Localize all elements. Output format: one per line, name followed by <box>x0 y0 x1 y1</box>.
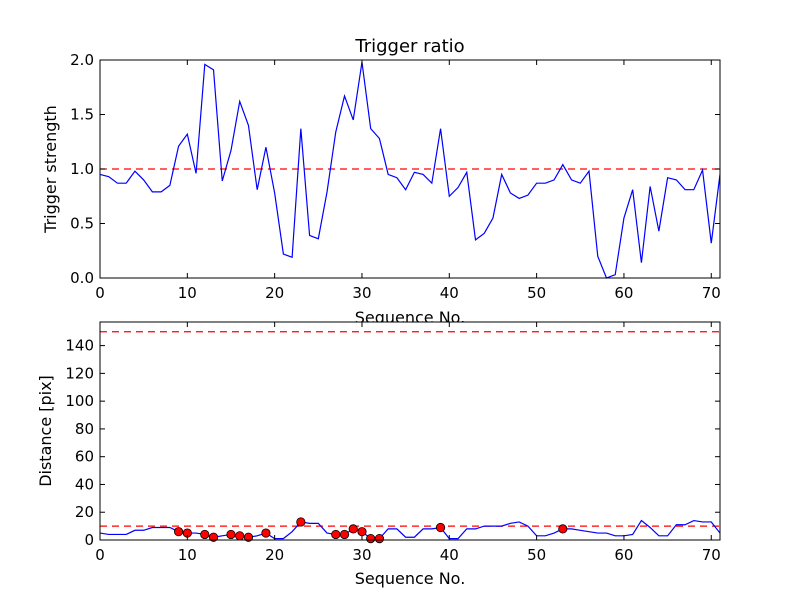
trigger-x-tick-label: 20 <box>265 284 284 302</box>
distance-x-tick-label: 10 <box>178 546 197 564</box>
distance-flagged-point <box>200 529 210 540</box>
trigger-plot-area <box>99 62 721 279</box>
distance-flagged-point <box>173 527 184 537</box>
trigger-y-ticks: 0.0 0.5 1.0 1.5 2.0 <box>70 51 720 287</box>
distance-flagged-point <box>331 529 341 540</box>
distance-x-tick-label: 40 <box>440 546 459 564</box>
trigger-x-tick-label: 40 <box>440 284 459 302</box>
trigger-x-tick-label: 30 <box>352 284 371 302</box>
distance-plot-area <box>99 331 721 544</box>
distance-x-tick-label: 60 <box>614 546 633 564</box>
distance-y-tick-label: 120 <box>65 364 94 382</box>
distance-flagged-point <box>357 527 367 537</box>
trigger-y-axis-label: Trigger strength <box>41 105 60 234</box>
distance-y-tick-label: 100 <box>65 392 94 410</box>
distance-y-tick-label: 80 <box>75 420 94 438</box>
distance-y-tick-label: 20 <box>75 503 94 521</box>
distance-panel: 0 10 20 30 40 50 60 70 0 20 40 60 80 100 120 140 Seque… <box>36 321 721 588</box>
trigger-x-tick-label: 0 <box>95 284 105 302</box>
distance-flagged-point <box>366 534 376 544</box>
distance-flagged-point <box>374 534 385 544</box>
distance-y-tick-label: 60 <box>75 448 94 466</box>
distance-x-axis-label: Sequence No. <box>355 569 466 588</box>
distance-flagged-point <box>208 532 219 542</box>
distance-flagged-point <box>435 522 446 533</box>
trigger-y-tick-label: 0.5 <box>70 215 94 233</box>
distance-axes-frame <box>99 321 721 541</box>
distance-x-tick-label: 0 <box>95 546 105 564</box>
distance-y-tick-label: 140 <box>65 337 94 355</box>
chart-title: Trigger ratio <box>354 36 464 57</box>
distance-flagged-point <box>261 528 271 538</box>
distance-flagged-point <box>235 531 245 541</box>
distance-x-tick-label: 30 <box>352 546 371 564</box>
distance-y-tick-label: 0 <box>84 531 94 549</box>
trigger-series-line <box>99 62 721 279</box>
distance-y-ticks: 0 20 40 60 80 100 120 140 <box>65 337 720 549</box>
distance-flagged-point <box>558 524 568 534</box>
trigger-x-tick-label: 60 <box>614 284 633 302</box>
trigger-ratio-panel: Trigger ratio 0 10 20 30 40 50 60 70 0.0 0.5 1.0 1… <box>41 36 721 327</box>
distance-flagged-point <box>296 517 306 527</box>
distance-x-tick-label: 50 <box>527 546 546 564</box>
trigger-y-tick-label: 1.0 <box>70 160 94 178</box>
distance-x-ticks: 0 10 20 30 40 50 60 70 <box>95 322 721 564</box>
trigger-x-tick-label: 10 <box>178 284 197 302</box>
trigger-y-tick-label: 1.5 <box>70 106 94 124</box>
distance-y-tick-label: 40 <box>75 475 94 493</box>
trigger-x-tick-label: 70 <box>702 284 721 302</box>
distance-x-tick-label: 70 <box>702 546 721 564</box>
trigger-axes-frame <box>99 59 721 279</box>
distance-flagged-point <box>226 529 236 540</box>
distance-flagged-point <box>339 529 350 540</box>
trigger-x-ticks: 0 10 20 30 40 50 60 70 <box>95 60 721 302</box>
trigger-y-tick-label: 0.0 <box>70 269 94 287</box>
distance-y-axis-label: Distance [pix] <box>36 375 55 487</box>
trigger-x-tick-label: 50 <box>527 284 546 302</box>
distance-flagged-point <box>348 524 358 534</box>
distance-flagged-point <box>243 532 254 542</box>
trigger-y-tick-label: 2.0 <box>70 51 94 69</box>
distance-axes-background <box>100 322 720 540</box>
distance-x-tick-label: 20 <box>265 546 284 564</box>
